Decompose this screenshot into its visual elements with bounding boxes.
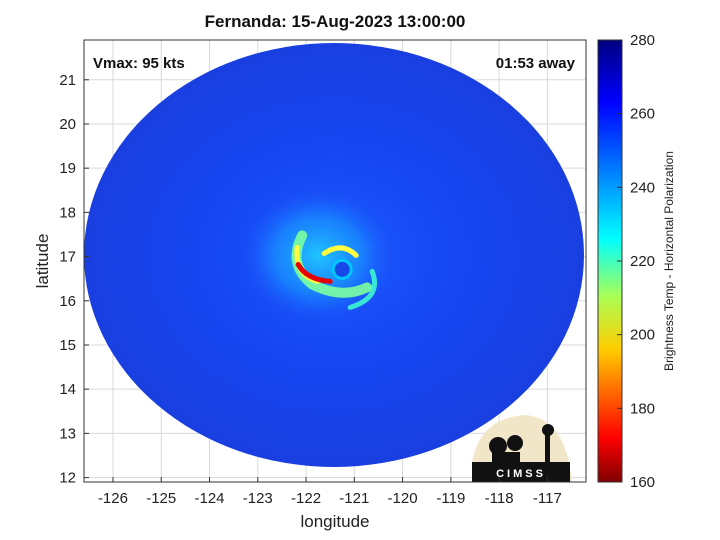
- x-tick-label: -121: [339, 490, 369, 507]
- y-tick-label: 19: [59, 160, 76, 177]
- x-tick-label: -120: [388, 490, 418, 507]
- x-tick-label: -126: [98, 490, 128, 507]
- storm-eye: [331, 258, 353, 280]
- colorbar-label: Brightness Temp - Horizontal Polarizatio…: [662, 151, 676, 371]
- y-axis-label: latitude: [33, 234, 52, 289]
- y-tick-label: 17: [59, 249, 76, 266]
- colorbar-tick-label: 240: [630, 179, 655, 196]
- y-tick-label: 12: [59, 470, 76, 487]
- colorbar-ticks: 160 180 200 220 240 260 280: [617, 32, 655, 491]
- plot-frame: [83, 39, 587, 483]
- y-tick-label: 18: [59, 204, 76, 221]
- colorbar-tick-label: 280: [630, 32, 655, 49]
- x-tick-label: -117: [533, 490, 562, 507]
- x-tick-label: -118: [485, 490, 514, 507]
- y-tick-label: 13: [59, 425, 76, 442]
- x-axis-label: longitude: [300, 512, 369, 531]
- colorbar-tick-label: 200: [630, 327, 655, 344]
- time-away-annotation: 01:53 away: [496, 55, 576, 72]
- y-tick-label: 15: [59, 337, 76, 354]
- storm-cloud-region: [243, 190, 394, 321]
- colorbar-tick-label: 220: [630, 253, 655, 270]
- satellite-swath: [84, 43, 584, 467]
- colorbar-tick-label: 160: [630, 474, 655, 491]
- axis-ticks: -126 -125 -124 -123 -122 -121 -120 -119 -118 -117…: [59, 72, 562, 507]
- eyewall-red: [295, 261, 333, 284]
- y-tick-label: 20: [59, 116, 76, 133]
- x-tick-label: -125: [146, 490, 176, 507]
- y-tick-label: 16: [59, 293, 76, 310]
- rain-band-south: [347, 268, 378, 310]
- x-tick-label: -123: [243, 490, 273, 507]
- x-tick-label: -119: [436, 490, 465, 507]
- chart-title: Fernanda: 15-Aug-2023 13:00:00: [204, 12, 466, 31]
- y-tick-label: 21: [59, 72, 76, 89]
- y-tick-label: 14: [59, 381, 76, 398]
- x-tick-label: -124: [194, 490, 224, 507]
- colorbar-tick-label: 180: [630, 400, 655, 417]
- colorbar-tick-label: 260: [630, 106, 655, 123]
- x-tick-label: -122: [291, 490, 321, 507]
- cimss-logo: CIMSS: [472, 415, 572, 482]
- logo-text: CIMSS: [496, 468, 546, 480]
- vmax-annotation: Vmax: 95 kts: [93, 55, 185, 72]
